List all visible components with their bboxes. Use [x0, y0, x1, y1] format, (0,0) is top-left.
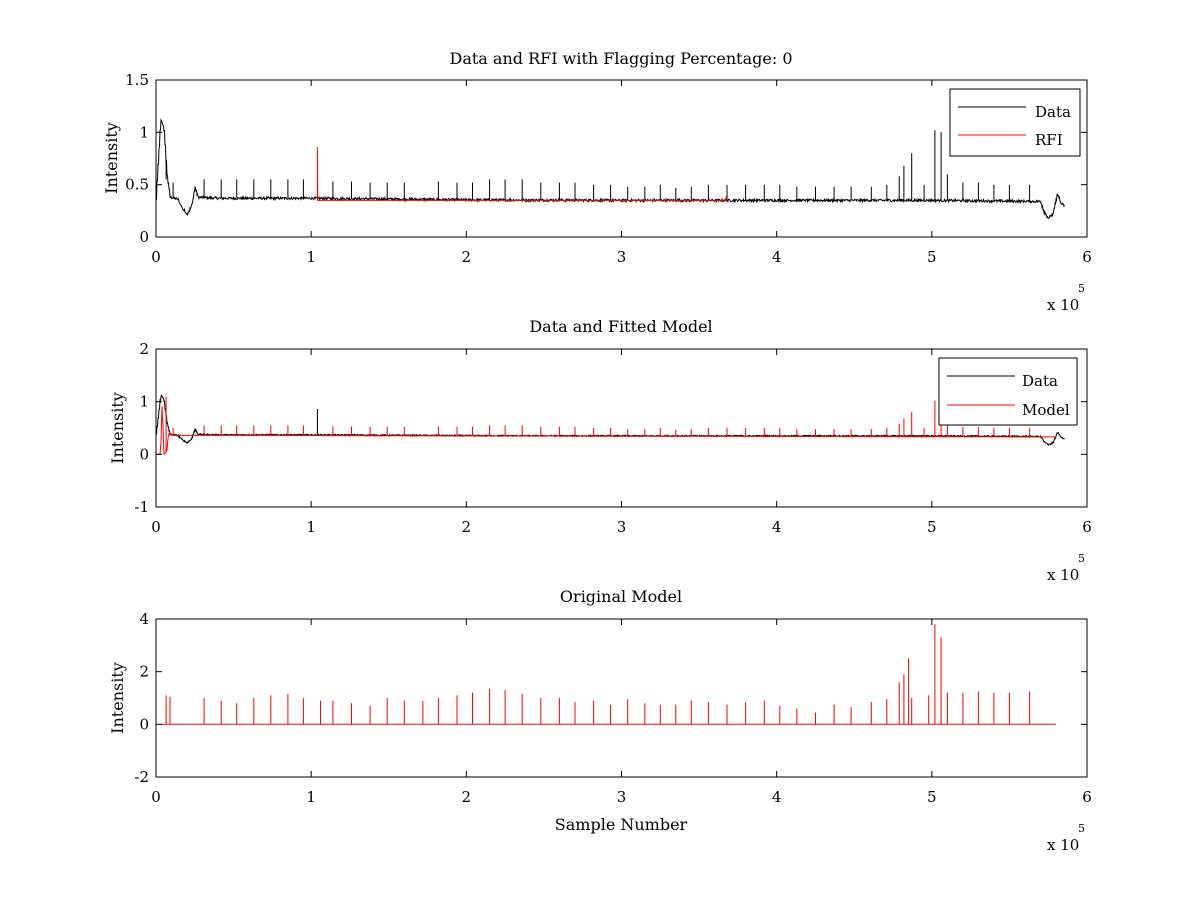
x-tick-label: 4 — [772, 788, 782, 806]
x-axis-multiplier: x 10 — [1047, 566, 1079, 584]
subplot-title: Data and RFI with Flagging Percentage: 0 — [449, 49, 792, 68]
x-tick-label: 5 — [927, 788, 937, 806]
y-axis-label: Intensity — [108, 662, 127, 734]
series-line-data — [155, 394, 1065, 446]
x-axis-multiplier: x 10 — [1047, 836, 1079, 854]
y-axis-label: Intensity — [108, 392, 127, 464]
series-line-data — [155, 118, 1065, 219]
x-axis-multiplier-exponent: 5 — [1078, 282, 1085, 295]
series-line-model — [156, 396, 1056, 456]
x-tick-label: 4 — [772, 518, 782, 536]
y-tick-label: 0 — [139, 715, 149, 733]
legend-box — [949, 88, 1081, 157]
x-tick-label: 3 — [617, 788, 627, 806]
y-tick-label: 0.5 — [125, 176, 149, 194]
y-tick-label: 0 — [139, 445, 149, 463]
legend: Data Model — [938, 357, 1078, 426]
x-tick-label: 0 — [151, 518, 161, 536]
series-line-model — [161, 624, 1056, 725]
legend-model-label: Model — [1022, 401, 1070, 419]
x-tick-label: 5 — [927, 518, 937, 536]
legend-data-label: Data — [1022, 372, 1058, 390]
x-tick-label: 2 — [462, 518, 472, 536]
x-axis-multiplier: x 10 — [1047, 296, 1079, 314]
y-tick-label: 1.5 — [125, 71, 149, 89]
legend: Data RFI — [949, 88, 1081, 157]
x-tick-label: 3 — [617, 518, 627, 536]
x-tick-label: 2 — [462, 788, 472, 806]
x-tick-label: 1 — [306, 788, 316, 806]
y-tick-label: -1 — [134, 498, 149, 516]
legend-data-label: Data — [1035, 103, 1071, 121]
x-tick-label: 0 — [151, 248, 161, 266]
x-axis-label: Sample Number — [555, 815, 688, 834]
y-axis-label: Intensity — [102, 122, 121, 194]
y-tick-label: 4 — [139, 610, 149, 628]
subplot-fitted-model: Data and Fitted Model Intensity x 10 5 D… — [108, 317, 1092, 584]
x-tick-label: 1 — [306, 518, 316, 536]
x-axis-multiplier-exponent: 5 — [1078, 822, 1085, 835]
x-tick-label: 1 — [306, 248, 316, 266]
y-tick-label: 1 — [139, 123, 149, 141]
x-tick-label: 0 — [151, 788, 161, 806]
subplot-original-model: Original Model Intensity Sample Number x… — [108, 587, 1092, 854]
subplot-title: Original Model — [560, 587, 682, 606]
y-tick-label: 2 — [139, 663, 149, 681]
plot-area-frame — [155, 79, 1088, 238]
subplot-rfi-flagging: Data and RFI with Flagging Percentage: 0… — [102, 49, 1092, 314]
x-tick-label: 4 — [772, 248, 782, 266]
x-tick-label: 6 — [1082, 518, 1092, 536]
x-tick-label: 6 — [1082, 248, 1092, 266]
series-line-rfi — [316, 146, 727, 201]
x-tick-label: 3 — [617, 248, 627, 266]
subplot-title: Data and Fitted Model — [529, 317, 712, 336]
legend-box — [938, 357, 1078, 426]
y-tick-label: -2 — [134, 768, 149, 786]
y-tick-label: 1 — [139, 393, 149, 411]
legend-rfi-label: RFI — [1035, 131, 1063, 149]
x-tick-label: 2 — [462, 248, 472, 266]
x-axis-multiplier-exponent: 5 — [1078, 552, 1085, 565]
x-tick-label: 5 — [927, 248, 937, 266]
x-tick-label: 6 — [1082, 788, 1092, 806]
y-tick-label: 2 — [139, 340, 149, 358]
y-tick-label: 0 — [139, 228, 149, 246]
